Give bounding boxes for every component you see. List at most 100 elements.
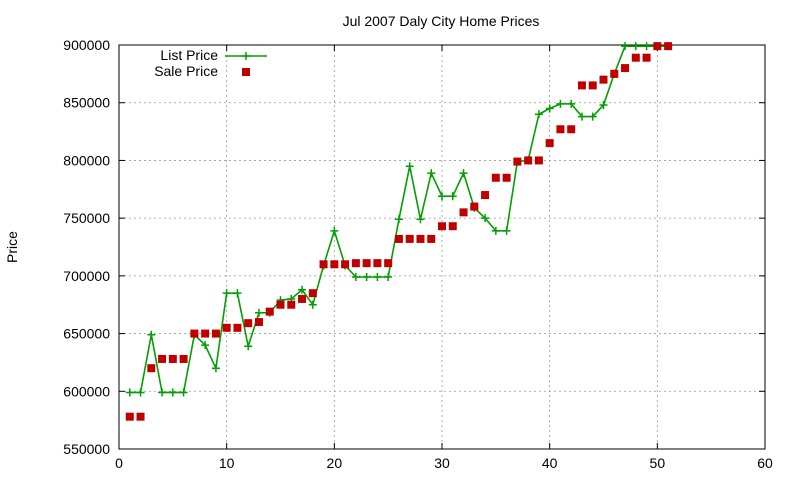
list-price-point xyxy=(362,273,371,282)
list-price-point xyxy=(448,192,457,201)
sale-price-point xyxy=(254,318,263,327)
sale-price-point xyxy=(341,260,350,269)
list-price-point xyxy=(621,42,630,51)
list-price-point xyxy=(298,285,307,294)
list-price-point xyxy=(330,226,339,235)
sale-price-point xyxy=(276,300,285,309)
x-tick-label: 40 xyxy=(542,455,558,471)
y-tick-label: 850000 xyxy=(63,95,110,111)
sale-price-point xyxy=(642,53,651,62)
sale-price-point xyxy=(330,260,339,269)
list-price-point xyxy=(179,388,188,397)
list-price-point xyxy=(459,169,468,178)
list-price-point xyxy=(588,112,597,121)
legend: List Price Sale Price xyxy=(154,47,267,79)
sale-price-point xyxy=(319,260,328,269)
list-price-point xyxy=(545,104,554,113)
list-price-point xyxy=(438,192,446,201)
list-price-point xyxy=(254,308,263,317)
legend-entry-list-price: List Price xyxy=(160,47,218,63)
list-price-point xyxy=(534,110,543,119)
y-tick-label: 900000 xyxy=(63,37,110,53)
list-price-point xyxy=(125,388,134,397)
sale-price-point xyxy=(211,329,220,338)
sale-price-point xyxy=(308,289,317,298)
list-price-point xyxy=(491,226,500,235)
list-price-point xyxy=(136,388,145,397)
sale-price-point xyxy=(351,259,360,268)
list-price-point xyxy=(222,289,231,298)
list-price-point xyxy=(394,215,403,224)
list-price-point xyxy=(427,169,436,178)
sale-price-point xyxy=(491,173,500,182)
y-tick-label: 600000 xyxy=(63,383,110,399)
sale-price-point xyxy=(179,354,188,363)
sale-price-point xyxy=(502,173,511,182)
sale-price-point xyxy=(201,329,210,338)
list-price-point xyxy=(405,162,414,171)
sale-price-point xyxy=(233,323,242,332)
list-price-point xyxy=(502,226,511,235)
sale-price-point xyxy=(265,307,274,316)
sale-price-point xyxy=(136,412,145,421)
axis-ticks: 0 10 20 30 40 50 60 550000 600000 650000 700000 750… xyxy=(63,37,773,471)
list-price-point xyxy=(599,101,608,110)
chart-title: Jul 2007 Daly City Home Prices xyxy=(343,13,540,29)
sale-price-point xyxy=(362,259,371,268)
plot-frame xyxy=(118,44,766,450)
list-price-point xyxy=(384,273,393,282)
y-tick-label: 650000 xyxy=(63,326,110,342)
list-price-point xyxy=(201,341,210,350)
list-price-point xyxy=(244,342,253,351)
sale-price-point xyxy=(567,125,576,134)
x-tick-label: 60 xyxy=(757,455,773,471)
x-tick-label: 50 xyxy=(650,455,666,471)
list-price-point xyxy=(233,289,242,298)
y-tick-label: 750000 xyxy=(63,210,110,226)
legend-marker-sale-price xyxy=(242,68,250,76)
series-list-price xyxy=(125,42,673,397)
list-price-point xyxy=(567,99,576,108)
sale-price-point xyxy=(513,157,522,166)
sale-price-point xyxy=(222,323,231,332)
sale-price-point xyxy=(438,222,446,231)
sale-price-point xyxy=(577,81,586,90)
list-price-point xyxy=(416,215,425,224)
x-tick-label: 10 xyxy=(219,455,235,471)
list-price-point xyxy=(147,330,156,339)
sale-price-point xyxy=(448,222,457,231)
sale-price-point xyxy=(298,294,307,303)
y-tick-label: 700000 xyxy=(63,268,110,284)
list-price-point xyxy=(158,388,167,397)
sale-price-point xyxy=(664,42,673,51)
sale-price-point xyxy=(147,364,156,373)
series xyxy=(125,42,673,421)
x-tick-label: 30 xyxy=(434,455,450,471)
list-price-point xyxy=(481,214,490,223)
sale-price-point xyxy=(190,329,199,338)
list-price-point xyxy=(642,42,651,51)
sale-price-point xyxy=(244,319,253,328)
y-axis-label: Price xyxy=(4,231,20,263)
list-price-point xyxy=(631,42,640,51)
y-tick-label: 550000 xyxy=(63,441,110,457)
x-tick-label: 0 xyxy=(115,455,123,471)
sale-price-point xyxy=(405,234,414,243)
sale-price-point xyxy=(481,191,490,200)
sale-price-point xyxy=(384,259,393,268)
sale-price-point xyxy=(545,139,554,148)
series-sale-price xyxy=(125,42,673,421)
sale-price-point xyxy=(373,259,382,268)
list-price-point xyxy=(211,364,220,373)
sale-price-point xyxy=(534,156,543,165)
sale-price-point xyxy=(287,300,296,309)
sale-price-point xyxy=(416,234,425,243)
sale-price-point xyxy=(653,42,662,51)
sale-price-point xyxy=(470,202,479,211)
y-tick-label: 800000 xyxy=(63,152,110,168)
list-price-point xyxy=(577,112,586,121)
sale-price-point xyxy=(588,81,597,90)
list-price-point xyxy=(168,388,177,397)
sale-price-point xyxy=(394,234,403,243)
